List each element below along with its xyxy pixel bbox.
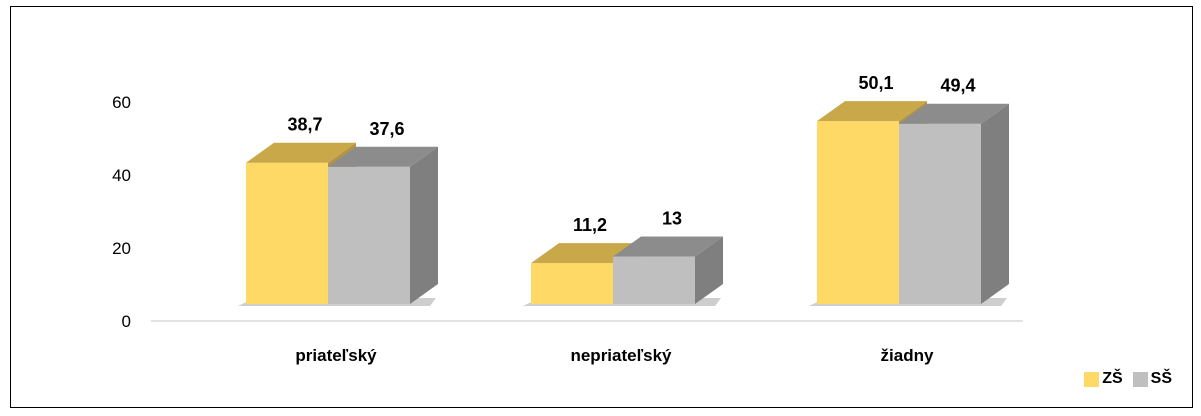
y-tick-label: 40 [112,166,131,185]
bar [328,166,410,304]
legend: ZŠ SŠ [1084,370,1172,388]
legend-item-ss: SŠ [1132,370,1172,388]
y-tick-label: 0 [122,312,131,331]
data-label: 50,1 [858,73,893,93]
category-label: nepriateľský [570,346,672,365]
data-label: 37,6 [369,119,404,139]
bar [899,123,981,304]
bar [817,121,899,304]
bar-top [246,142,356,163]
data-label: 11,2 [573,215,607,235]
bar-top [613,236,723,257]
bar-side [695,236,723,304]
legend-label-ss: SŠ [1150,370,1172,387]
bar [531,263,613,304]
data-label: 38,7 [287,115,322,135]
bar-side [981,103,1009,304]
bar-side [410,146,438,304]
y-tick-label: 20 [112,239,131,258]
category-label: priateľský [295,346,377,365]
chart-frame: 0 20 40 60 38,7 37,6 priateľský 11,2 13 nepriateľ… [10,6,1193,408]
legend-label-zs: ZŠ [1102,370,1123,387]
bar-top [328,146,438,167]
bar [613,256,695,304]
bar-top [899,103,1009,124]
data-label: 13 [662,209,682,229]
legend-swatch-zs [1084,371,1100,387]
legend-swatch-ss [1132,371,1148,387]
legend-item-zs: ZŠ [1084,370,1123,388]
y-tick-label: 60 [112,93,131,112]
bar-chart: 0 20 40 60 38,7 37,6 priateľský 11,2 13 nepriateľ… [112,73,1023,365]
bar-top [817,101,927,122]
category-label: žiadny [881,346,934,365]
data-label: 49,4 [940,76,975,96]
bar [246,162,328,304]
